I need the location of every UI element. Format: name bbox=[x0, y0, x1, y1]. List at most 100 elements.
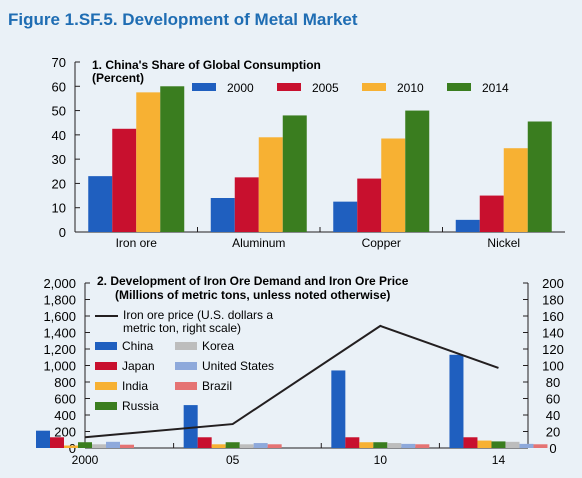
p2-right-tick-label: 120 bbox=[542, 342, 564, 357]
p1-y-tick-label: 0 bbox=[59, 225, 66, 240]
p1-legend-swatch-2000 bbox=[192, 83, 216, 91]
p2-bar-05-korea bbox=[239, 444, 254, 448]
p1-chart-subtitle: (Percent) bbox=[92, 71, 144, 85]
p2-right-tick-label: 100 bbox=[542, 359, 564, 374]
p1-legend-label-2014: 2014 bbox=[482, 81, 509, 95]
p2-bar-10-brazil bbox=[415, 444, 430, 448]
p1-legend-swatch-2005 bbox=[277, 83, 301, 91]
p2-right-tick-label: 60 bbox=[546, 392, 560, 407]
p1-bar-nickel-2010 bbox=[503, 148, 528, 232]
p1-bar-aluminum-2010 bbox=[258, 137, 283, 232]
p1-legend-label-2000: 2000 bbox=[227, 81, 254, 95]
p1-bar-nickel-2014 bbox=[527, 121, 552, 232]
p1-y-tick-label: 60 bbox=[52, 79, 66, 94]
p2-chart-title: 2. Development of Iron Ore Demand and Ir… bbox=[97, 274, 409, 288]
p2-bar-10-india bbox=[359, 442, 374, 448]
p1-bar-iron-ore-2010 bbox=[136, 92, 161, 232]
p2-iron-ore-price-line bbox=[84, 324, 499, 439]
p2-legend-swatch-russia bbox=[95, 402, 117, 410]
p2-bar-14-russia bbox=[491, 441, 506, 448]
p1-bar-iron-ore-2005 bbox=[112, 128, 137, 232]
p2-bar-05-brazil bbox=[267, 444, 282, 448]
p2-bar-10-china bbox=[331, 370, 346, 448]
p2-bar-2000-japan bbox=[50, 437, 64, 448]
p2-bar-2000-united-states bbox=[106, 441, 120, 448]
p2-x-tick-label: 2000 bbox=[72, 453, 99, 467]
p1-bar-aluminum-2014 bbox=[282, 115, 307, 232]
p2-right-tick-label: 180 bbox=[542, 293, 564, 308]
p1-bar-nickel-2005 bbox=[479, 195, 504, 232]
p2-legend-swatch-japan bbox=[95, 362, 117, 370]
p2-legend-swatch-india bbox=[95, 382, 117, 390]
p2-left-tick-label: 1,400 bbox=[43, 326, 76, 341]
p2-legend-label-russia: Russia bbox=[122, 399, 159, 413]
p1-legend-swatch-2010 bbox=[362, 83, 386, 91]
p2-bar-2000-korea bbox=[92, 444, 106, 448]
p2-bar-05-india bbox=[211, 444, 226, 448]
p2-legend-swatch-china bbox=[95, 342, 117, 350]
p1-bar-nickel-2000 bbox=[455, 219, 480, 232]
p2-bar-14-korea bbox=[505, 441, 520, 448]
p2-legend-label-brazil: Brazil bbox=[202, 379, 232, 393]
p2-bar-10-united-states bbox=[401, 443, 416, 448]
p2-bar-05-russia bbox=[225, 442, 240, 448]
p2-legend-label-japan: Japan bbox=[122, 359, 155, 373]
p2-bar-14-united-states bbox=[519, 443, 534, 448]
p2-legend-label-iron-ore-price: Iron ore price (U.S. dollars a bbox=[123, 308, 273, 322]
p2-bar-14-china bbox=[449, 354, 464, 448]
p1-bar-iron-ore-2014 bbox=[160, 86, 185, 233]
p1-legend-swatch-2014 bbox=[447, 83, 471, 91]
figure-title: Figure 1.SF.5. Development of Metal Mark… bbox=[8, 10, 358, 29]
p2-bar-10-korea bbox=[387, 443, 402, 448]
p2-bar-14-japan bbox=[463, 437, 478, 448]
p2-right-tick-label: 160 bbox=[542, 309, 564, 324]
p2-right-tick-label: 200 bbox=[542, 276, 564, 291]
p1-x-tick-label: Aluminum bbox=[232, 236, 285, 250]
p2-bar-2000-india bbox=[64, 445, 78, 448]
p2-x-tick-label: 10 bbox=[374, 453, 388, 467]
p1-x-tick-label: Copper bbox=[362, 236, 401, 250]
p2-right-tick-label: 140 bbox=[542, 326, 564, 341]
p1-bar-iron-ore-2000 bbox=[88, 176, 113, 232]
p2-left-tick-label: 400 bbox=[54, 408, 76, 423]
p1-bar-copper-2000 bbox=[333, 201, 358, 232]
p2-bar-2000-brazil bbox=[120, 444, 134, 448]
p2-left-tick-label: 0 bbox=[69, 441, 76, 456]
p2-left-tick-label: 1,000 bbox=[43, 359, 76, 374]
p2-bar-05-united-states bbox=[253, 443, 268, 448]
p2-bar-10-japan bbox=[345, 437, 360, 448]
p2-bar-14-india bbox=[477, 440, 492, 448]
p1-y-tick-label: 10 bbox=[52, 201, 66, 216]
p2-bar-14-brazil bbox=[533, 444, 548, 448]
p2-x-tick-label: 14 bbox=[492, 453, 506, 467]
p2-legend-swatch-brazil bbox=[175, 382, 197, 390]
p2-left-tick-label: 1,600 bbox=[43, 309, 76, 324]
p2-right-tick-label: 0 bbox=[549, 441, 556, 456]
p2-left-tick-label: 200 bbox=[54, 425, 76, 440]
p2-right-tick-label: 40 bbox=[546, 408, 560, 423]
p1-y-tick-label: 20 bbox=[52, 176, 66, 191]
p2-right-tick-label: 80 bbox=[546, 375, 560, 390]
p2-legend-swatch-united-states bbox=[175, 362, 197, 370]
p1-y-tick-label: 50 bbox=[52, 104, 66, 119]
p2-left-tick-label: 1,800 bbox=[43, 293, 76, 308]
p2-left-tick-label: 1,200 bbox=[43, 342, 76, 357]
p2-legend-label-china: China bbox=[122, 339, 154, 353]
p2-chart-subtitle: (Millions of metric tons, unless noted o… bbox=[115, 288, 390, 302]
p2-legend-label-india: India bbox=[122, 379, 148, 393]
p1-y-tick-label: 40 bbox=[52, 128, 66, 143]
p1-bar-copper-2005 bbox=[357, 178, 382, 232]
p2-x-tick-label: 05 bbox=[226, 453, 240, 467]
p1-legend-label-2010: 2010 bbox=[397, 81, 424, 95]
p1-bar-copper-2010 bbox=[381, 138, 406, 232]
p1-bar-aluminum-2000 bbox=[210, 198, 235, 232]
p2-bar-2000-china bbox=[36, 430, 50, 448]
p2-bar-05-china bbox=[183, 405, 198, 448]
p1-chart-title: 1. China's Share of Global Consumption bbox=[92, 58, 321, 72]
p2-bar-10-russia bbox=[373, 442, 388, 448]
p2-left-tick-label: 800 bbox=[54, 375, 76, 390]
p1-x-tick-label: Iron ore bbox=[116, 236, 158, 250]
p2-legend-label-united-states: United States bbox=[202, 359, 274, 373]
